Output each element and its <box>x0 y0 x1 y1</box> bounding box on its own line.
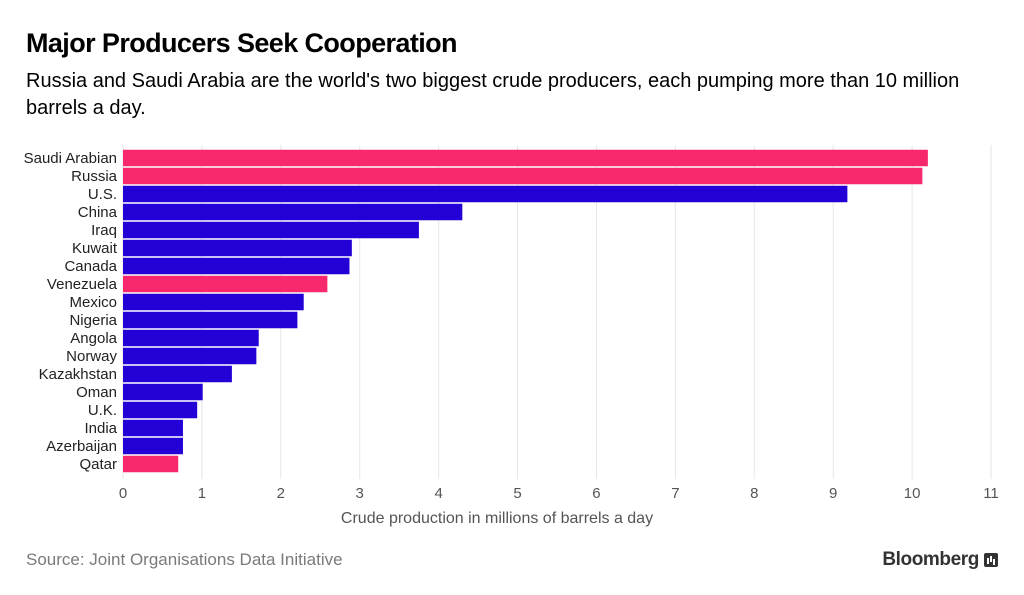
category-label: Azerbaijan <box>46 438 117 455</box>
bar <box>123 419 183 437</box>
x-tick-label: 9 <box>829 485 837 502</box>
category-label: Qatar <box>79 456 117 473</box>
bar <box>123 185 848 203</box>
bar <box>123 329 259 347</box>
bar <box>123 455 179 473</box>
bar <box>123 149 928 167</box>
bar <box>123 347 257 365</box>
category-label: U.S. <box>88 186 117 203</box>
x-tick-label: 10 <box>904 485 921 502</box>
x-tick-label: 5 <box>513 485 521 502</box>
category-label: India <box>84 420 117 437</box>
brand-name: Bloomberg <box>882 549 979 570</box>
category-label: Angola <box>70 330 117 347</box>
bar <box>123 275 328 293</box>
bar <box>123 293 304 311</box>
x-tick-label: 11 <box>983 485 999 502</box>
chart-subtitle: Russia and Saudi Arabia are the world's … <box>26 70 960 119</box>
bar <box>123 167 923 185</box>
chart-title: Major Producers Seek Cooperation <box>26 28 458 58</box>
x-tick-label: 1 <box>198 485 206 502</box>
bar <box>123 257 350 275</box>
bar <box>123 437 183 455</box>
bar <box>123 203 463 221</box>
category-label: Canada <box>64 258 117 275</box>
x-tick-label: 7 <box>671 485 679 502</box>
category-label: Nigeria <box>69 312 117 329</box>
category-label: Kazakhstan <box>39 366 117 383</box>
category-label: Oman <box>76 384 117 401</box>
category-label: Saudi Arabian <box>24 150 117 167</box>
x-axis-label: Crude production in millions of barrels … <box>341 510 653 527</box>
bar <box>123 239 352 257</box>
bloomberg-chart-icon <box>984 553 998 567</box>
category-label: Kuwait <box>72 240 118 257</box>
category-label: Venezuela <box>47 276 118 293</box>
category-label: U.K. <box>88 402 117 419</box>
category-label: Russia <box>71 168 118 185</box>
category-label: Norway <box>66 348 117 365</box>
bar <box>123 401 198 419</box>
x-tick-label: 8 <box>750 485 758 502</box>
x-tick-label: 0 <box>119 485 127 502</box>
source-note: Source: Joint Organisations Data Initiat… <box>26 550 343 569</box>
bar <box>123 311 298 329</box>
bar <box>123 365 232 383</box>
category-label: China <box>78 204 118 221</box>
x-tick-label: 6 <box>592 485 600 502</box>
x-tick-label: 3 <box>356 485 364 502</box>
bar <box>123 383 203 401</box>
brand-logo: Bloomberg <box>882 549 998 571</box>
category-label: Mexico <box>69 294 117 311</box>
category-label: Iraq <box>91 222 117 239</box>
x-tick-label: 2 <box>277 485 285 502</box>
x-tick-label: 4 <box>434 485 442 502</box>
bar <box>123 221 419 239</box>
